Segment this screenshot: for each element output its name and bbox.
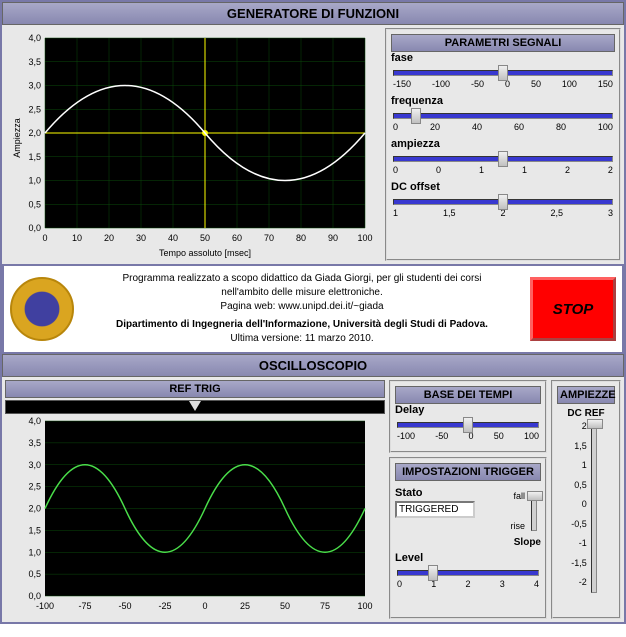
svg-text:90: 90 (328, 233, 338, 243)
generator-chart: 0,0 0,5 1,0 1,5 2,0 2,5 3,0 3,5 4,0 0 10 20 30 40 50 6… (5, 28, 381, 261)
svg-text:60: 60 (232, 233, 242, 243)
svg-text:0: 0 (202, 601, 207, 611)
info-text: Programma realizzato a scopo didattico d… (82, 272, 522, 346)
svg-text:Ampiezza: Ampiezza (12, 118, 22, 158)
base-tempi-title: BASE DEI TEMPI (395, 386, 541, 404)
svg-text:10: 10 (72, 233, 82, 243)
svg-text:3,5: 3,5 (28, 57, 41, 67)
level-slider[interactable] (397, 570, 539, 576)
scope-panel: OSCILLOSCOPIO REF TRIG 0,0 0,5 1,0 1,5 2,0 2,… (0, 352, 626, 624)
svg-text:80: 80 (296, 233, 306, 243)
param-label-0: fase (391, 52, 615, 64)
svg-text:2,0: 2,0 (28, 128, 41, 138)
university-logo (10, 277, 74, 341)
dcref-slider[interactable] (591, 423, 597, 593)
svg-text:2,5: 2,5 (28, 104, 41, 114)
svg-text:1,5: 1,5 (28, 152, 41, 162)
svg-text:20: 20 (104, 233, 114, 243)
svg-text:-100: -100 (36, 601, 54, 611)
svg-text:2,0: 2,0 (28, 504, 41, 514)
param-label-1: frequenza (391, 95, 615, 107)
dcref-label: DC REF (557, 408, 615, 419)
param-label-3: DC offset (391, 181, 615, 193)
svg-text:1,0: 1,0 (28, 176, 41, 186)
svg-text:40: 40 (168, 233, 178, 243)
params-title: PARAMETRI SEGNALI (391, 34, 615, 52)
svg-text:0,5: 0,5 (28, 199, 41, 209)
svg-text:50: 50 (200, 233, 210, 243)
svg-text:2,5: 2,5 (28, 482, 41, 492)
svg-text:50: 50 (280, 601, 290, 611)
delay-label: Delay (395, 404, 541, 416)
svg-text:75: 75 (320, 601, 330, 611)
slope-slider[interactable] (531, 491, 537, 531)
stato-input[interactable] (395, 501, 475, 518)
rise-label: rise (510, 521, 525, 531)
stop-button[interactable]: STOP (530, 277, 616, 341)
trigger-panel: IMPOSTAZIONI TRIGGER Stato fall rise S (389, 457, 547, 619)
ref-trig-slider[interactable] (5, 400, 385, 414)
svg-text:3,5: 3,5 (28, 438, 41, 448)
svg-text:0,0: 0,0 (28, 591, 41, 601)
svg-text:Tempo assoluto [msec]: Tempo assoluto [msec] (159, 248, 251, 258)
svg-text:100: 100 (357, 601, 372, 611)
svg-text:0,5: 0,5 (28, 569, 41, 579)
svg-text:100: 100 (357, 233, 372, 243)
trigger-title: IMPOSTAZIONI TRIGGER (395, 463, 541, 481)
svg-text:0,0: 0,0 (28, 223, 41, 233)
delay-slider[interactable] (397, 422, 539, 428)
svg-text:30: 30 (136, 233, 146, 243)
svg-text:4,0: 4,0 (28, 416, 41, 426)
svg-text:1,0: 1,0 (28, 547, 41, 557)
info-box: Programma realizzato a scopo didattico d… (0, 266, 626, 352)
param-slider-3[interactable] (393, 199, 613, 205)
svg-text:-75: -75 (78, 601, 91, 611)
fall-label: fall (510, 491, 525, 501)
svg-text:-25: -25 (158, 601, 171, 611)
generator-panel: GENERATORE DI FUNZIONI (0, 0, 626, 266)
svg-text:0: 0 (42, 233, 47, 243)
svg-text:70: 70 (264, 233, 274, 243)
svg-text:4,0: 4,0 (28, 33, 41, 43)
svg-text:3,0: 3,0 (28, 460, 41, 470)
scope-chart: 0,0 0,5 1,0 1,5 2,0 2,5 3,0 3,5 4,0 -100 -75 -50 -2… (5, 416, 375, 616)
ampiezze-panel: AMPIEZZE DC REF 21,510,50-0,5-1-1,5-2 (551, 380, 621, 619)
ref-trig-title: REF TRIG (5, 380, 385, 398)
ampiezze-title: AMPIEZZE (557, 386, 615, 404)
svg-text:1,5: 1,5 (28, 525, 41, 535)
stato-label: Stato (395, 487, 504, 499)
svg-text:3,0: 3,0 (28, 81, 41, 91)
params-panel: PARAMETRI SEGNALI fase -150-100-50050100… (385, 28, 621, 261)
level-label: Level (395, 552, 541, 564)
scope-title: OSCILLOSCOPIO (2, 354, 624, 377)
slope-label: Slope (395, 537, 541, 548)
param-slider-0[interactable] (393, 70, 613, 76)
svg-text:25: 25 (240, 601, 250, 611)
base-tempi-panel: BASE DEI TEMPI Delay -100-50050100 (389, 380, 547, 453)
param-slider-1[interactable] (393, 113, 613, 119)
param-slider-2[interactable] (393, 156, 613, 162)
param-label-2: ampiezza (391, 138, 615, 150)
generator-title: GENERATORE DI FUNZIONI (2, 2, 624, 25)
svg-text:-50: -50 (118, 601, 131, 611)
